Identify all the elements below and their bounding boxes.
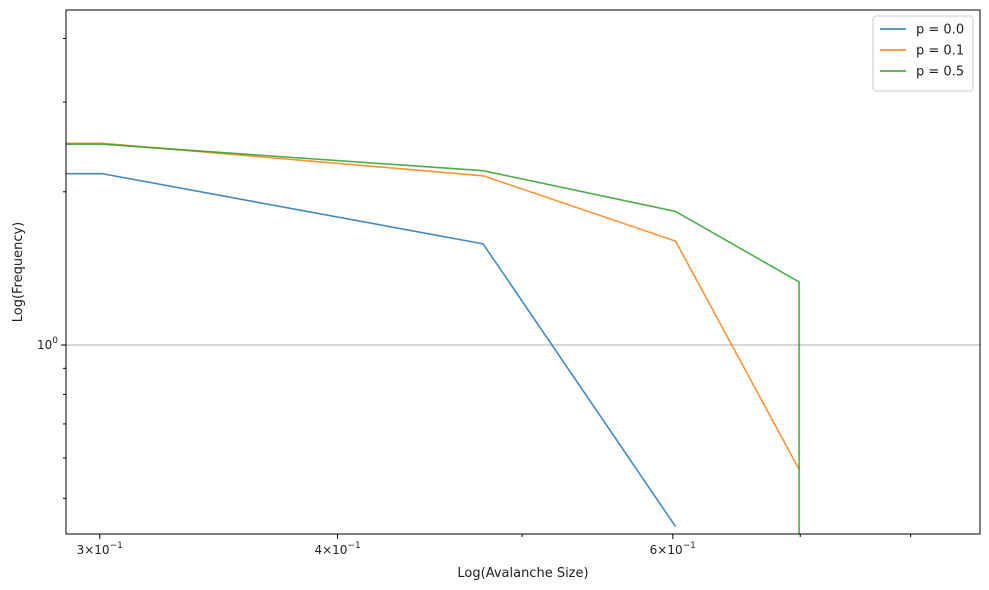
legend-label: p = 0.0 xyxy=(916,23,964,38)
series-line-p-0-1 xyxy=(66,142,800,470)
x-tick-label: 3×10−1 xyxy=(77,541,123,557)
x-tick-label: 6×10−1 xyxy=(650,541,696,557)
x-tick-label: 4×10−1 xyxy=(314,541,360,557)
series-line-p-0-0 xyxy=(66,172,677,528)
plot-frame xyxy=(65,9,981,535)
legend: p = 0.0 p = 0.1 p = 0.5 xyxy=(872,15,974,92)
y-tick-label: 100 xyxy=(37,336,58,352)
plot-background xyxy=(66,10,980,534)
legend-label: p = 0.5 xyxy=(916,65,964,80)
x-axis-label: Log(Avalanche Size) xyxy=(457,566,588,581)
series-line-p-0-5 xyxy=(66,143,800,534)
legend-label: p = 0.1 xyxy=(916,44,964,59)
series-layer xyxy=(66,142,800,534)
y-axis-label: Log(Frequency) xyxy=(11,222,26,323)
tick-layer: 3×10−1 4×10−1 6×10−1 100 xyxy=(37,37,912,557)
legend-box xyxy=(872,15,974,92)
